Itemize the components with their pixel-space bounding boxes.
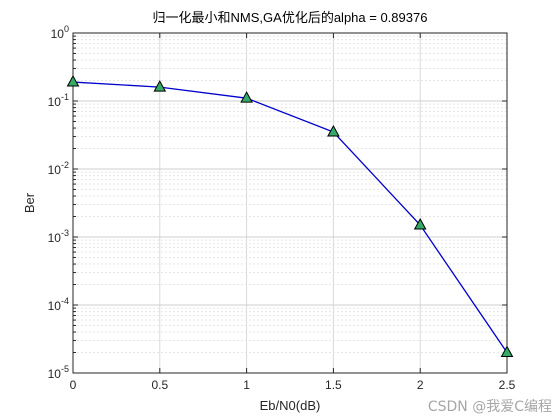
data-point-marker	[153, 80, 167, 92]
watermark: CSDN @我爱C编程	[427, 399, 552, 415]
y-axis-label: Ber	[22, 192, 37, 213]
plot-area	[72, 32, 508, 374]
x-axis-label: Eb/N0(dB)	[260, 398, 321, 413]
x-tick-label: 0	[70, 378, 77, 392]
y-tick-label: 10-3	[48, 228, 69, 245]
data-point-marker	[500, 345, 514, 358]
series-layer	[66, 75, 514, 358]
x-tick-label: 2	[417, 378, 424, 392]
grid	[72, 32, 508, 374]
y-tick-label: 10-2	[48, 160, 69, 177]
x-tick-label: 2.5	[499, 378, 516, 392]
data-point-marker	[327, 124, 340, 137]
axis-ticks: 0 0.5 1 1.5 2 2.5 100 10-1 10-2 10-3 10-4 10-5	[48, 24, 516, 392]
y-tick-label: 100	[51, 24, 69, 41]
series-line	[72, 81, 508, 353]
y-tick-label: 10-4	[48, 296, 69, 313]
y-tick-label: 10-1	[48, 92, 69, 109]
x-tick-label: 0.5	[151, 378, 168, 392]
x-tick-label: 1	[243, 378, 250, 392]
data-point-marker	[240, 91, 253, 103]
x-tick-label: 1.5	[325, 378, 342, 392]
chart-title: 归一化最小和NMS,GA优化后的alpha = 0.89376	[153, 10, 428, 25]
y-tick-label: 10-5	[48, 364, 69, 381]
data-point-marker	[413, 217, 427, 230]
data-point-marker	[66, 75, 80, 87]
